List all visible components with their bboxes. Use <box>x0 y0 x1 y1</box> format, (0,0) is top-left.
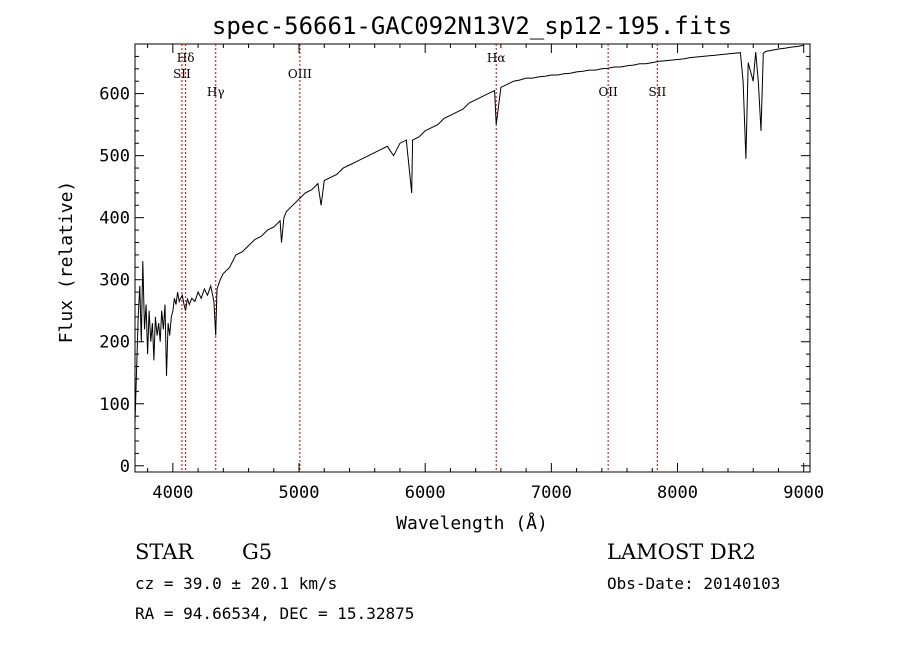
x-tick-label: 8000 <box>657 483 698 503</box>
line-marker-label: OIII <box>288 67 312 81</box>
plot-frame <box>134 43 811 473</box>
survey-label: LAMOST DR2 <box>607 540 756 564</box>
x-tick-label: 9000 <box>783 483 824 503</box>
y-tick-label: 300 <box>99 271 130 291</box>
y-tick-label: 500 <box>99 147 130 167</box>
x-tick-label: 7000 <box>531 483 572 503</box>
y-tick-label: 100 <box>99 395 130 415</box>
line-marker-label: OII <box>598 85 618 99</box>
x-tick-label: 4000 <box>152 483 193 503</box>
subclass: G5 <box>242 540 272 564</box>
line-marker-label: Hα <box>487 51 506 65</box>
cz-label: cz = 39.0 ± 20.1 km/s <box>135 574 337 593</box>
x-tick-label: 5000 <box>279 483 320 503</box>
y-tick-label: 0 <box>120 457 130 477</box>
spectrum-line <box>134 44 804 423</box>
x-axis-label: Wavelength (Å) <box>396 512 548 534</box>
y-tick-label: 400 <box>99 209 130 229</box>
object-class: STAR <box>135 540 194 564</box>
axis-ticks: 4000 5000 6000 7000 8000 9000 0 100 200 300 400 500… <box>99 44 824 503</box>
line-markers: Hδ SII Hγ OIII Hα OII SII <box>173 44 666 472</box>
coords-label: RA = 94.66534, DEC = 15.32875 <box>135 604 414 623</box>
y-tick-label: 200 <box>99 333 130 353</box>
x-tick-label: 6000 <box>405 483 446 503</box>
line-marker-label: SII <box>173 67 191 81</box>
line-marker-label: Hδ <box>177 51 195 65</box>
obs-date-label: Obs-Date: 20140103 <box>607 574 780 593</box>
y-axis-label: Flux (relative) <box>56 181 77 344</box>
line-marker-label: Hγ <box>207 85 225 99</box>
y-tick-label: 600 <box>99 85 130 105</box>
chart-title: spec-56661-GAC092N13V2_sp12-195.fits <box>212 12 732 40</box>
line-marker-label: SII <box>648 85 666 99</box>
